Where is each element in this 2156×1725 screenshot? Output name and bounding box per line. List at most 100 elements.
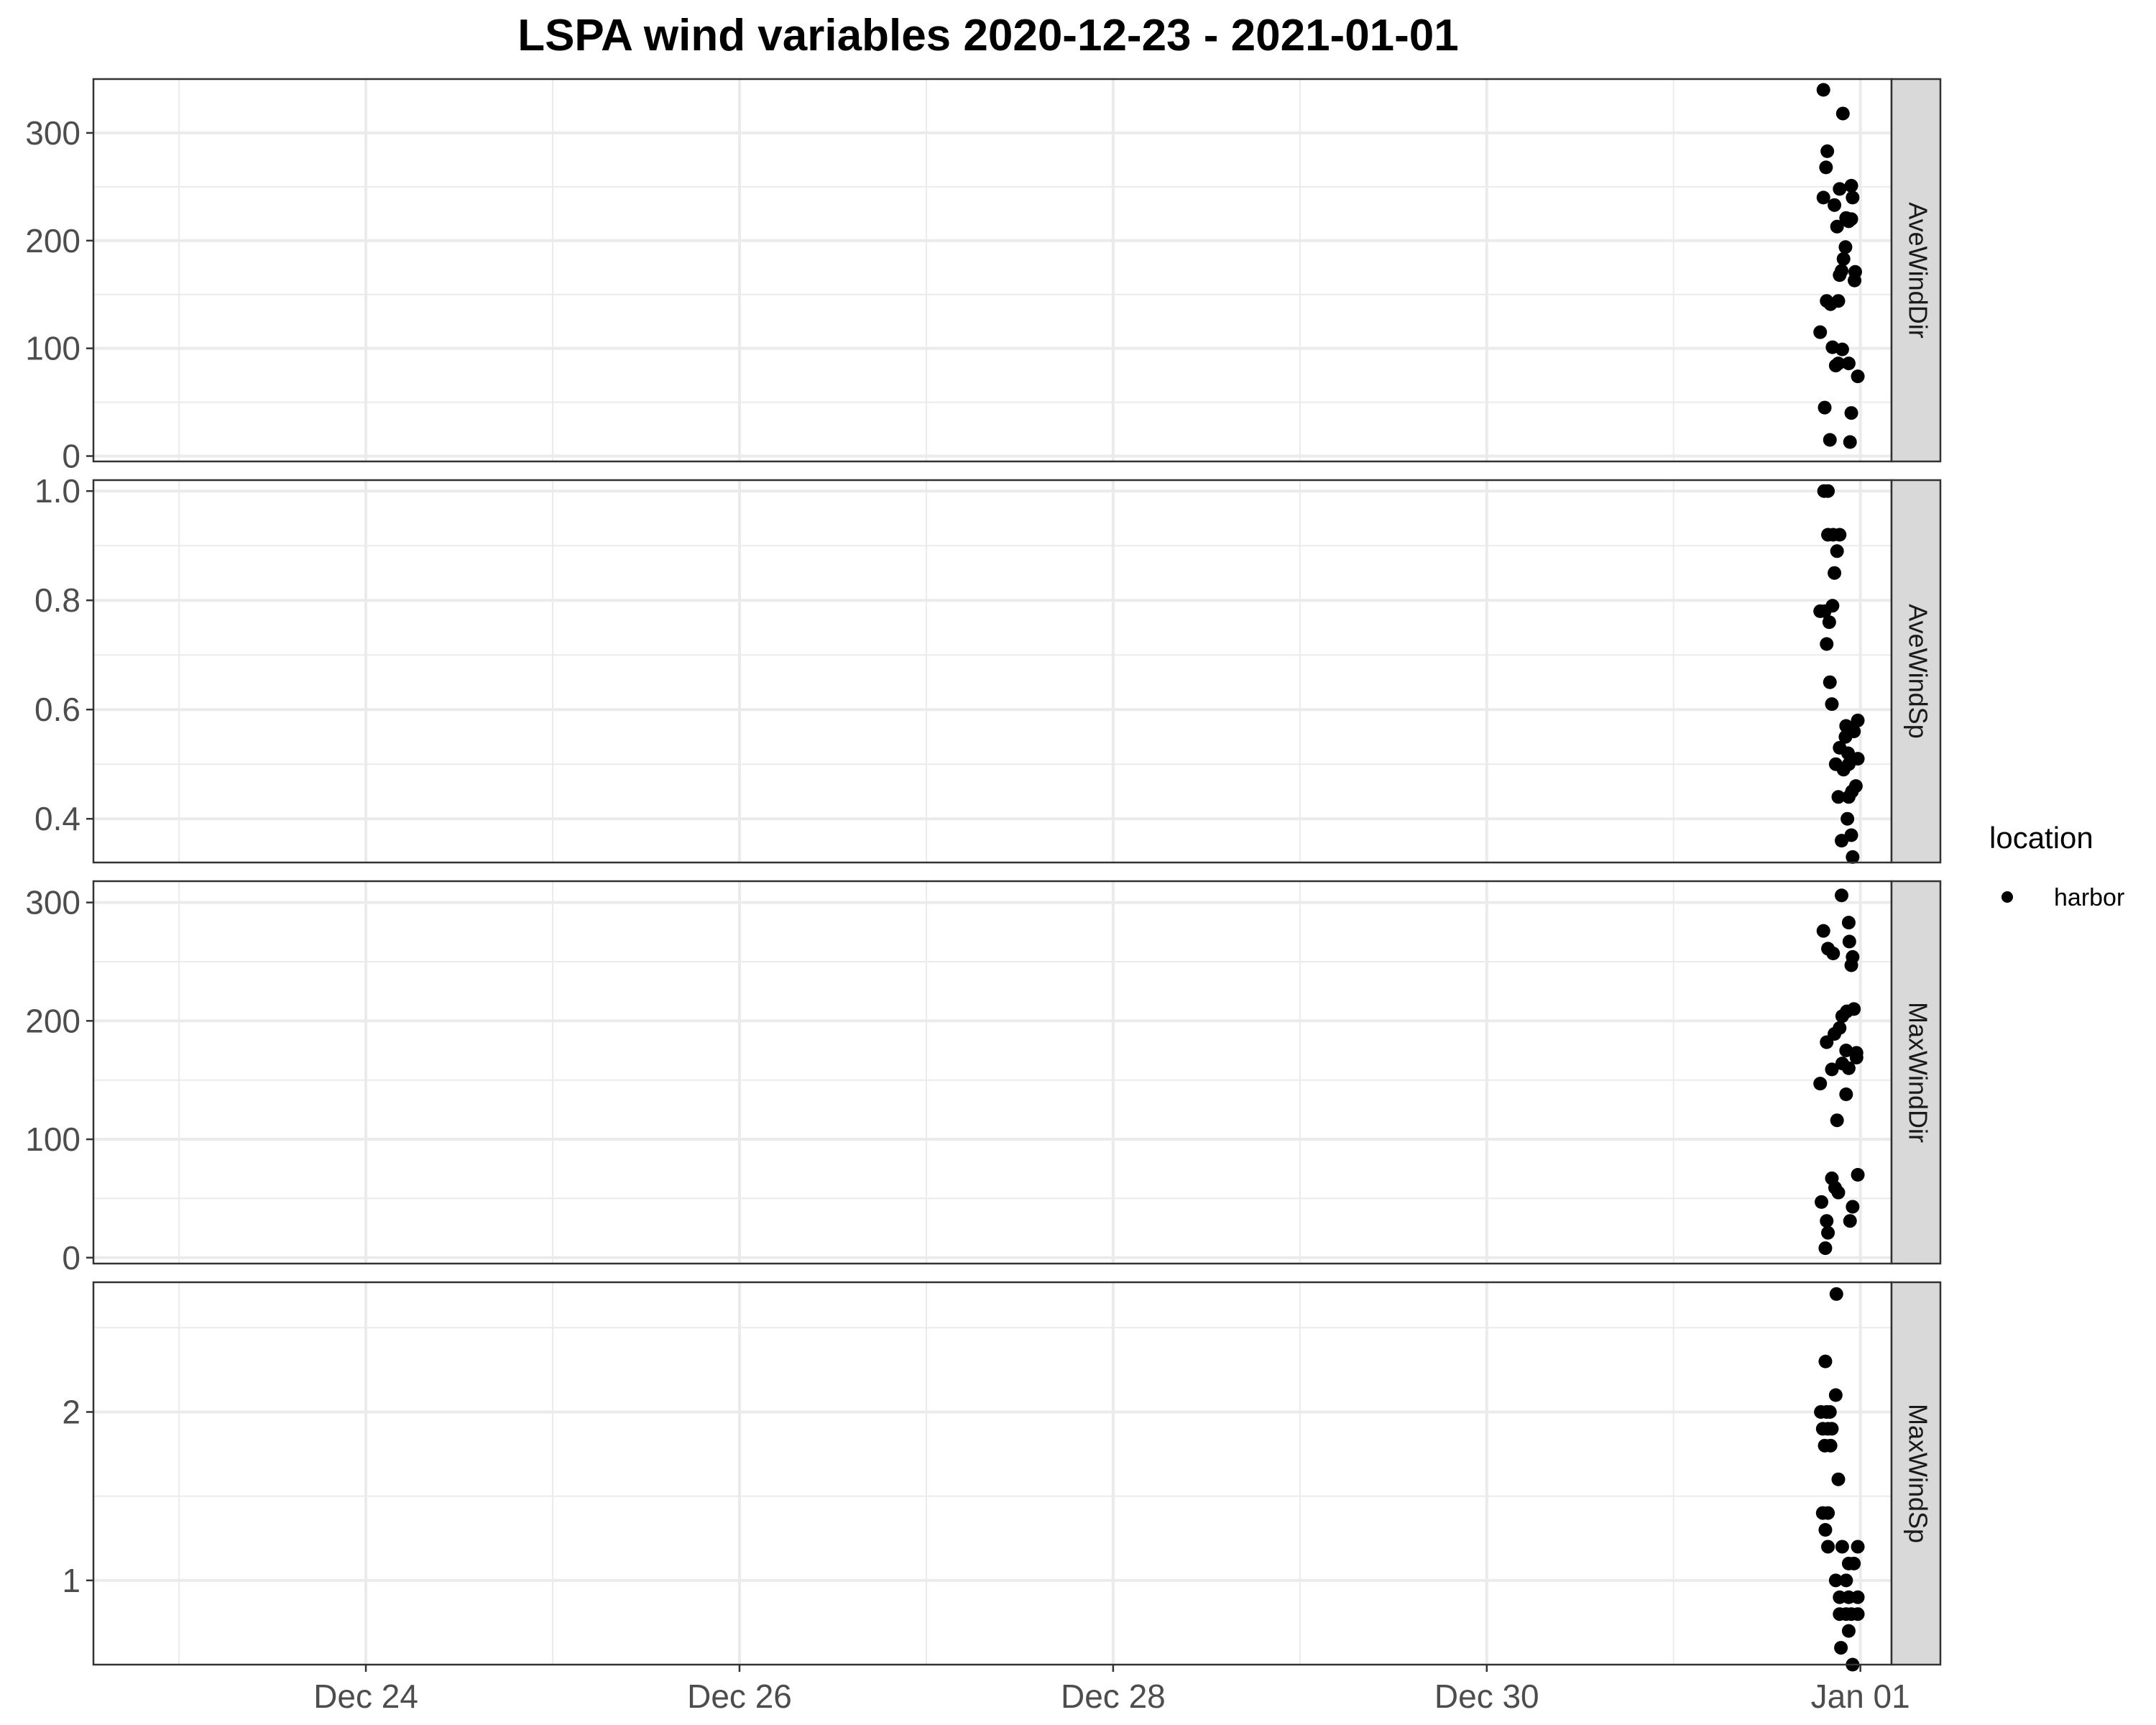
data-point (1823, 433, 1837, 447)
y-tick-label: 0 (62, 1239, 80, 1276)
data-point (1828, 1573, 1843, 1588)
data-point (1828, 198, 1842, 212)
y-tick-label: 0.6 (34, 691, 80, 728)
data-point (1835, 834, 1848, 848)
data-point (1841, 811, 1855, 826)
data-point (1819, 160, 1833, 175)
facet-panel-maxwinddir: 0 100 200 300 MaxWindDir (25, 880, 1942, 1276)
data-point (1830, 1113, 1844, 1128)
data-point (1846, 1200, 1860, 1214)
data-point (1828, 359, 1843, 373)
data-point (1838, 240, 1853, 254)
facet-panels: 0 100 200 300 AveWindDir 0.4 0.6 0.8 1.0 AveWindS… (25, 78, 1942, 1672)
y-tick-label: 300 (25, 114, 80, 152)
data-point (1841, 214, 1856, 229)
x-tick-label: Dec 30 (1434, 1678, 1539, 1715)
data-point (1841, 916, 1856, 930)
data-point (1825, 1422, 1839, 1436)
legend: location harbor (1989, 821, 2124, 911)
y-tick-label: 0.8 (34, 581, 80, 619)
data-point (1825, 1062, 1839, 1077)
data-point (1849, 1050, 1864, 1064)
data-point (1820, 637, 1834, 651)
facet-strip (1890, 880, 1942, 1265)
data-point (1816, 83, 1830, 97)
panel-background (93, 1282, 1892, 1665)
y-tick-label: 200 (25, 1002, 80, 1039)
data-point (1831, 1185, 1846, 1200)
data-point (1851, 1607, 1865, 1622)
data-point (1835, 106, 1850, 121)
y-tick-label: 1.0 (34, 472, 80, 510)
facet-strip (1890, 78, 1942, 463)
data-point (1851, 1590, 1865, 1604)
data-point (1820, 144, 1835, 158)
data-point (1841, 790, 1856, 804)
data-point (1848, 273, 1862, 288)
data-point (1844, 178, 1858, 193)
x-tick-label: Dec 24 (313, 1678, 418, 1715)
data-point (1825, 697, 1839, 712)
data-point (1839, 1087, 1853, 1101)
data-point (1823, 1438, 1838, 1453)
data-point (1844, 958, 1858, 972)
data-point (1839, 1573, 1853, 1588)
data-point (1842, 934, 1856, 949)
data-point (1835, 1009, 1849, 1024)
data-point (1841, 1061, 1856, 1075)
panel-background (93, 881, 1892, 1264)
data-point (1851, 1540, 1865, 1554)
data-point (1813, 1077, 1828, 1091)
data-point (1839, 1044, 1853, 1058)
data-point (1835, 888, 1848, 903)
data-point (1831, 790, 1846, 804)
data-point (1834, 1641, 1848, 1655)
data-point (1838, 730, 1853, 744)
data-point (1828, 1388, 1843, 1402)
data-point (1821, 1540, 1835, 1554)
data-point (1835, 1540, 1849, 1554)
data-point (1825, 599, 1840, 613)
data-point (1830, 544, 1844, 558)
data-point (1818, 400, 1832, 415)
data-point (1813, 325, 1828, 339)
data-point (1843, 1214, 1857, 1228)
x-tick-label: Dec 28 (1061, 1678, 1166, 1715)
y-tick-label: 200 (25, 222, 80, 259)
data-point (1829, 1287, 1843, 1301)
x-axis: Dec 24 Dec 26 Dec 28 Dec 30 Jan 01 (313, 1665, 1910, 1715)
y-tick-label: 2 (62, 1393, 80, 1430)
data-point (1851, 713, 1865, 727)
data-point (1841, 757, 1856, 771)
x-tick-label: Jan 01 (1811, 1678, 1910, 1715)
panel-background (93, 79, 1892, 461)
data-point (1841, 356, 1856, 371)
data-point (1835, 342, 1849, 356)
y-tick-label: 0 (62, 438, 80, 475)
data-point (1818, 1241, 1833, 1256)
data-point (1821, 484, 1835, 498)
data-point (1851, 369, 1865, 384)
x-tick-label: Dec 26 (687, 1678, 792, 1715)
data-point (1836, 252, 1851, 266)
y-tick-label: 0.4 (34, 800, 80, 837)
y-tick-label: 100 (25, 330, 80, 367)
data-point (1844, 406, 1858, 420)
facet-strip-label: MaxWindSp (1903, 1404, 1932, 1543)
chart-title: LSPA wind variables 2020-12-23 - 2021-01… (517, 11, 1459, 60)
data-point (1815, 1195, 1829, 1209)
data-point (1843, 435, 1857, 449)
data-point (1833, 268, 1847, 282)
data-point (1816, 190, 1830, 205)
data-point (1823, 1404, 1837, 1419)
data-point (1818, 1354, 1833, 1368)
y-tick-label: 100 (25, 1121, 80, 1158)
data-point (1821, 1225, 1835, 1240)
legend-key-point (2001, 891, 2013, 903)
data-point (1823, 675, 1837, 689)
data-point (1822, 615, 1836, 630)
data-point (1833, 182, 1847, 196)
data-point (1826, 946, 1841, 960)
data-point (1818, 1523, 1833, 1537)
